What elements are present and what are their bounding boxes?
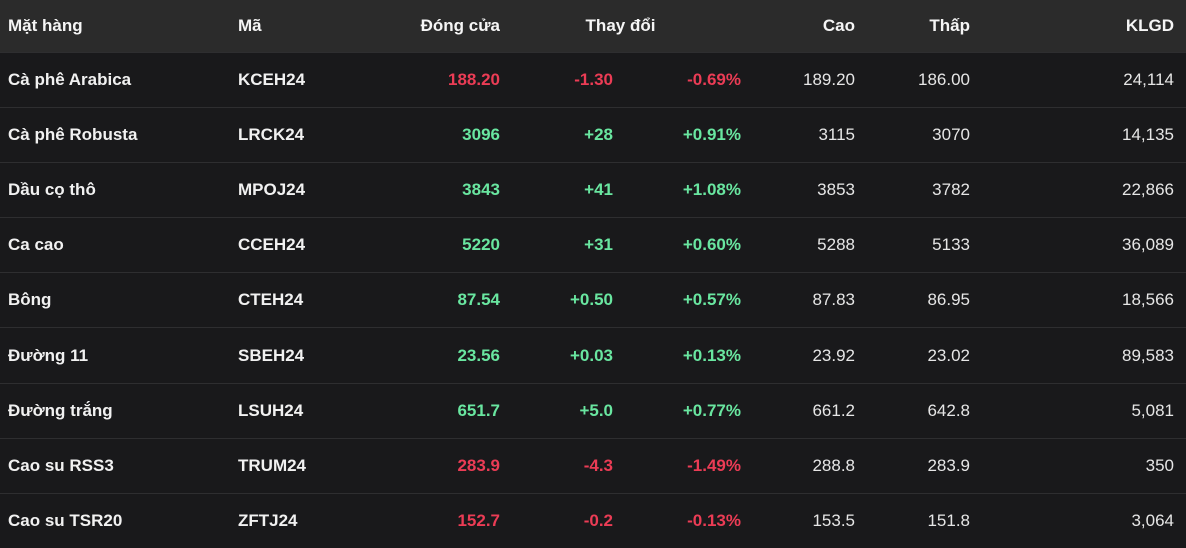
close-price: 23.56 [457,345,500,365]
commodity-name: Cao su TSR20 [8,510,123,530]
high-price: 661.2 [812,400,855,420]
commodity-code: ZFTJ24 [238,510,298,530]
low-price: 3070 [932,125,970,145]
table-row-rubber-rss3[interactable]: Cao su RSS3 TRUM24 283.9 -4.3 -1.49% 288… [0,437,1186,493]
commodity-name: Đường 11 [8,345,89,365]
close-price: 283.9 [457,455,500,475]
high-price: 153.5 [812,510,855,530]
change-value: +5.0 [579,400,613,420]
high-price: 87.83 [812,290,855,310]
change-percent: +0.77% [682,400,741,420]
high-price: 5288 [817,235,855,255]
commodity-code: KCEH24 [238,70,306,90]
change-percent: +0.13% [682,345,741,365]
commodity-name: Ca cao [8,235,64,255]
change-value: +31 [584,235,613,255]
volume: 24,114 [1123,70,1174,90]
volume: 14,135 [1122,125,1174,145]
high-price: 23.92 [812,345,855,365]
commodity-name: Cao su RSS3 [8,455,114,475]
commodity-name: Đường trắng [8,400,113,420]
change-value: -1.30 [574,70,613,90]
header-volume: KLGD [1125,16,1174,35]
low-price: 283.9 [927,455,970,475]
close-price: 188.20 [448,70,500,90]
change-percent: -0.13% [687,510,741,530]
commodity-code: MPOJ24 [238,180,306,200]
change-percent: +0.57% [682,290,741,310]
low-price: 642.8 [927,400,970,420]
change-value: +0.03 [569,345,613,365]
volume: 350 [1145,455,1174,475]
change-value: +28 [584,125,613,145]
change-percent: +1.08% [682,180,741,200]
volume: 3,064 [1131,510,1174,530]
table-row-sugar-11[interactable]: Đường 11 SBEH24 23.56 +0.03 +0.13% 23.92… [0,327,1186,383]
close-price: 651.7 [457,400,500,420]
table-header-row: Mặt hàng Mã Đóng cửa Thay đổi Cao Thấp K… [0,0,1186,52]
change-percent: -1.49% [687,455,741,475]
volume: 89,583 [1122,345,1174,365]
close-price: 152.7 [457,510,500,530]
commodity-name: Cà phê Arabica [8,70,132,90]
header-change: Thay đổi [585,16,656,35]
volume: 18,566 [1122,290,1174,310]
change-value: -4.3 [583,455,613,475]
high-price: 189.20 [803,70,855,90]
header-commodity: Mặt hàng [8,16,83,35]
change-percent: -0.69% [687,70,741,90]
commodity-code: LRCK24 [238,125,305,145]
low-price: 23.02 [927,345,970,365]
volume: 22,866 [1122,180,1174,200]
close-price: 3843 [462,180,500,200]
table-row-white-sugar[interactable]: Đường trắng LSUH24 651.7 +5.0 +0.77% 661… [0,382,1186,438]
close-price: 87.54 [457,290,500,310]
change-value: +0.50 [569,290,613,310]
low-price: 151.8 [927,510,970,530]
commodity-name: Dầu cọ thô [8,180,96,200]
high-price: 288.8 [812,455,855,475]
table-row-cotton[interactable]: Bông CTEH24 87.54 +0.50 +0.57% 87.83 86.… [0,272,1186,328]
close-price: 5220 [462,235,500,255]
header-code: Mã [238,16,262,35]
table-row-rubber-tsr20[interactable]: Cao su TSR20 ZFTJ24 152.7 -0.2 -0.13% 15… [0,492,1186,548]
low-price: 86.95 [927,290,970,310]
table-row-robusta[interactable]: Cà phê Robusta LRCK24 3096 +28 +0.91% 31… [0,107,1186,163]
change-percent: +0.91% [682,125,741,145]
table-row-crude-palm-oil[interactable]: Dầu cọ thô MPOJ24 3843 +41 +1.08% 3853 3… [0,162,1186,218]
low-price: 5133 [932,235,970,255]
change-value: +41 [584,180,613,200]
commodity-code: LSUH24 [238,400,304,420]
table-row-arabica[interactable]: Cà phê Arabica KCEH24 188.20 -1.30 -0.69… [0,52,1186,108]
commodity-code: SBEH24 [238,345,305,365]
volume: 5,081 [1131,400,1174,420]
header-high: Cao [822,16,855,35]
close-price: 3096 [462,125,500,145]
volume: 36,089 [1122,235,1174,255]
table-row-cocoa[interactable]: Ca cao CCEH24 5220 +31 +0.60% 5288 5133 … [0,217,1186,273]
header-close: Đóng cửa [420,16,500,35]
change-percent: +0.60% [682,235,741,255]
commodity-name: Cà phê Robusta [8,125,138,145]
low-price: 3782 [932,180,970,200]
high-price: 3115 [818,125,855,145]
commodity-code: TRUM24 [238,455,307,475]
commodity-code: CTEH24 [238,290,304,310]
high-price: 3853 [817,180,855,200]
commodity-code: CCEH24 [238,235,306,255]
header-low: Thấp [929,16,970,35]
low-price: 186.00 [918,70,970,90]
change-value: -0.2 [583,510,613,530]
commodity-name: Bông [8,290,52,310]
